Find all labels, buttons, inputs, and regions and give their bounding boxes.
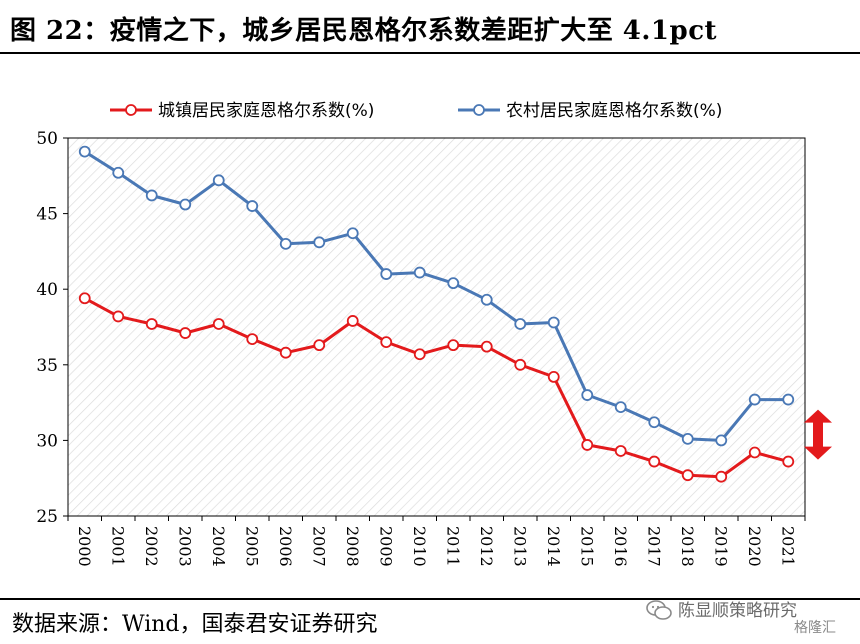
rural-point [581, 389, 594, 401]
rural-point [715, 434, 728, 447]
rural-series-line [83, 150, 789, 442]
urban-point [246, 333, 259, 345]
legend: 城镇居民家庭恩格尔系数(%) 农村居民家庭恩格尔系数(%) [110, 101, 722, 121]
rural-point [380, 268, 393, 280]
x-tick-label: 2004 [209, 526, 228, 567]
rural-point [212, 174, 225, 187]
y-tick-label: 25 [36, 507, 58, 527]
urban-point [78, 292, 91, 305]
urban-legend-label: 城镇居民家庭恩格尔系数(%) [158, 101, 374, 121]
x-tick-label: 2018 [678, 526, 697, 567]
plot-area [68, 138, 805, 516]
source-rule [0, 598, 860, 600]
urban-point [514, 358, 527, 371]
rural-point [614, 401, 627, 414]
rural-point [681, 432, 694, 445]
urban-point [581, 439, 594, 451]
rural-point [514, 318, 527, 330]
rural-point [112, 166, 125, 179]
axes: 25 30 35 40 45 50 2000 2001 2002 2003 2004 2005 2006… [36, 129, 806, 567]
x-tick-label: 2014 [544, 526, 563, 567]
y-tick-label: 40 [36, 280, 58, 300]
x-tick-label: 2012 [477, 526, 496, 567]
x-tick-label: 2001 [108, 526, 127, 567]
watermark: 陈显顺策略研究 格隆汇 [646, 595, 850, 641]
urban-point [145, 318, 158, 330]
x-tick-label: 2005 [242, 526, 261, 567]
source-note: 数据来源：Wind，国泰君安证券研究 [12, 612, 378, 637]
urban-point [547, 370, 560, 383]
urban-point [614, 445, 627, 457]
x-tick-label: 2002 [142, 526, 161, 567]
urban-point [212, 318, 225, 330]
y-tick-label: 50 [36, 129, 58, 149]
x-tick-label: 2003 [175, 526, 194, 567]
rural-point [279, 237, 292, 250]
urban-point [413, 348, 426, 361]
rural-point [748, 393, 761, 406]
rural-legend-marker [473, 104, 485, 116]
x-tick-label: 2019 [711, 526, 730, 567]
y-tick-label: 45 [36, 205, 58, 225]
urban-point [313, 339, 326, 352]
x-tick-label: 2015 [577, 526, 596, 567]
rural-point [313, 236, 326, 249]
series-layer [78, 145, 795, 483]
rural-point [145, 189, 158, 202]
rural-point [179, 198, 192, 211]
urban-series-line [84, 296, 789, 479]
y-tick-label: 35 [36, 356, 58, 376]
x-tick-label: 2020 [745, 526, 764, 567]
title-rule [0, 52, 860, 54]
rural-point [480, 293, 493, 306]
urban-legend-marker [125, 104, 137, 116]
rural-point [413, 266, 426, 279]
rural-point [648, 416, 661, 429]
gap-arrow [804, 409, 832, 460]
urban-point [648, 455, 661, 468]
x-tick-label: 2017 [644, 526, 663, 567]
wechat-icon [646, 600, 672, 620]
rural-point [246, 200, 259, 212]
x-tick-label: 2013 [510, 526, 529, 567]
urban-point [748, 446, 761, 459]
line-chart: 城镇居民家庭恩格尔系数(%) 农村居民家庭恩格尔系数(%) 25 30 35 40 45 5… [36, 101, 832, 567]
urban-point [380, 336, 393, 349]
urban-point [279, 346, 292, 359]
rural-point [782, 393, 795, 406]
x-tick-label: 2010 [410, 526, 429, 567]
annotation-layer [804, 409, 832, 460]
urban-point [782, 455, 795, 468]
x-tick-label: 2007 [309, 526, 328, 567]
watermark-text: 陈显顺策略研究 [678, 601, 797, 621]
urban-point [681, 469, 694, 482]
x-tick-label: 2016 [611, 526, 630, 567]
y-tick-label: 30 [36, 431, 58, 451]
urban-point [447, 339, 460, 352]
watermark-logo-text: 格隆汇 [794, 620, 836, 636]
x-tick-label: 2000 [75, 526, 94, 567]
urban-point [346, 315, 359, 327]
x-tick-label: 2008 [343, 526, 362, 567]
rural-point [547, 316, 560, 329]
x-tick-label: 2006 [276, 526, 295, 567]
urban-point [179, 327, 192, 339]
rural-point [447, 277, 460, 290]
urban-point [112, 310, 125, 323]
x-tick-label: 2021 [778, 526, 797, 567]
x-tick-label: 2009 [376, 526, 395, 567]
rural-point [346, 227, 359, 240]
figure-title: 图 22：疫情之下，城乡居民恩格尔系数差距扩大至 4.1pct [10, 16, 718, 46]
x-tick-label: 2011 [443, 526, 462, 567]
urban-point [715, 470, 728, 483]
rural-point [78, 145, 91, 158]
urban-point [480, 340, 493, 353]
rural-legend-label: 农村居民家庭恩格尔系数(%) [506, 101, 722, 121]
